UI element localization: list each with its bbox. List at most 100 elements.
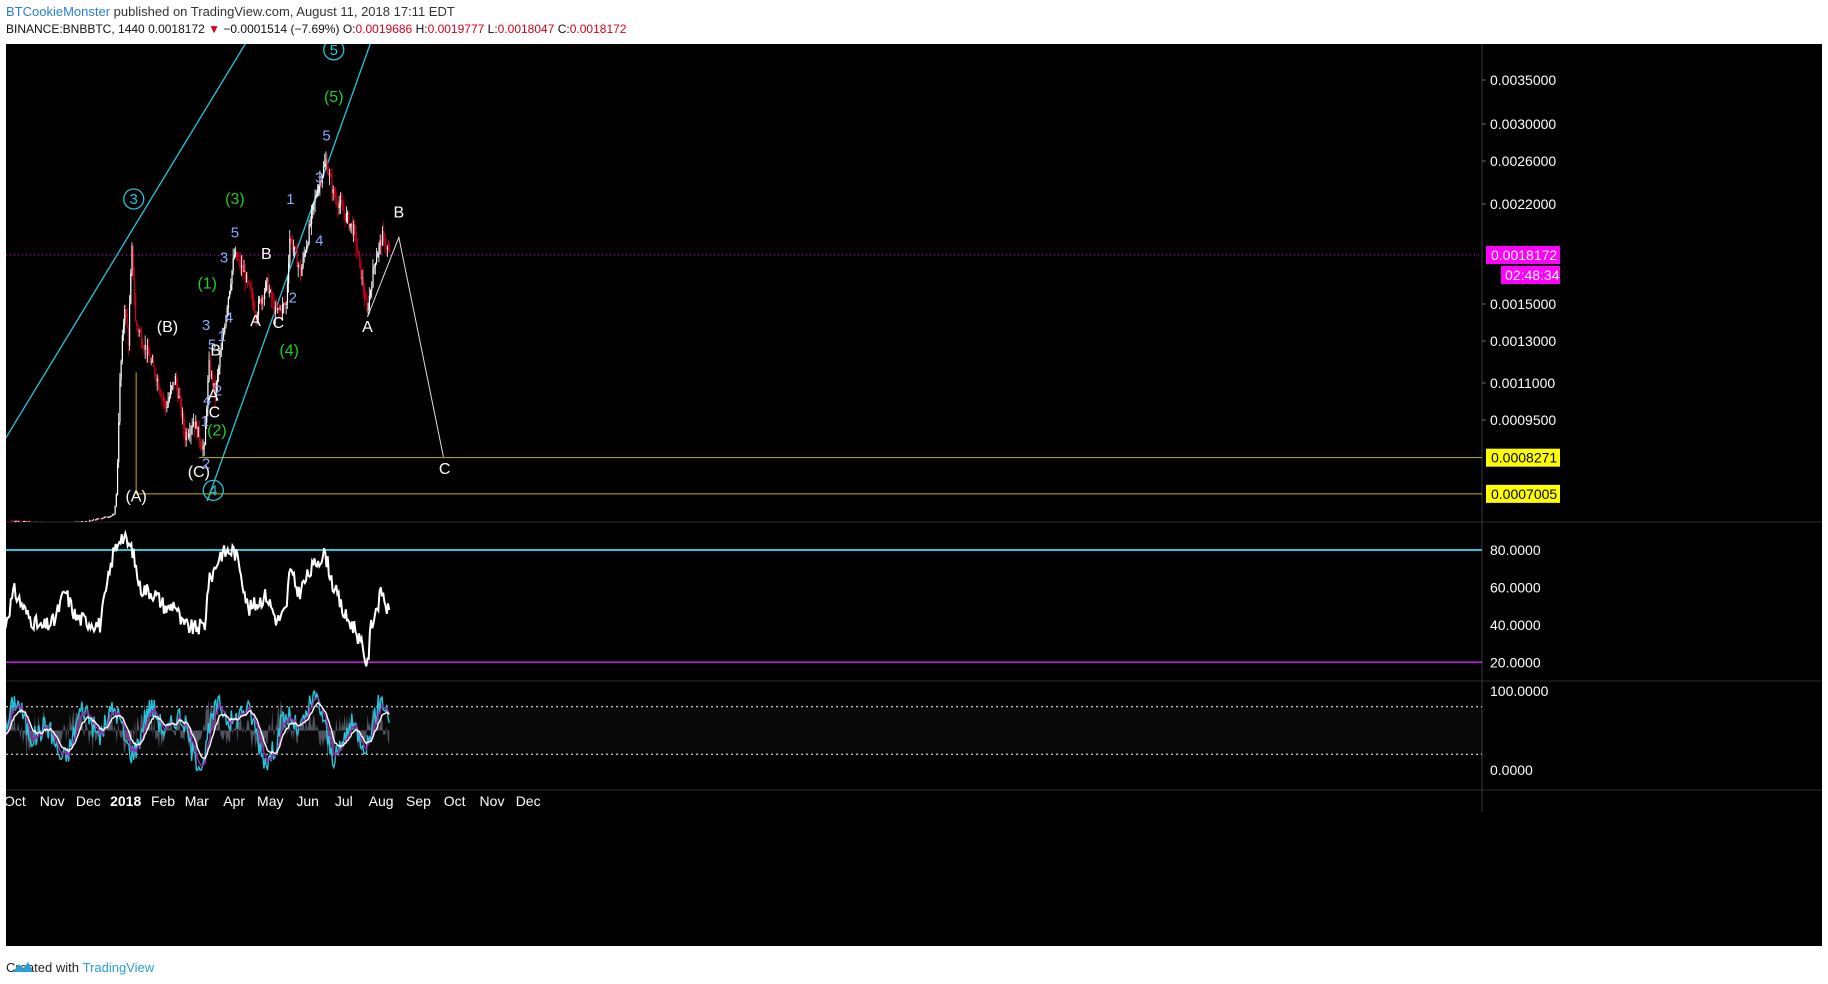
candle-body	[198, 426, 201, 441]
candle-body	[277, 307, 279, 310]
candle-body	[127, 327, 130, 346]
candle-body	[31, 521, 33, 522]
wave-circle	[202, 479, 224, 502]
candle-body	[155, 375, 157, 382]
wave-label: A	[208, 387, 219, 404]
wave-label: 1	[201, 413, 209, 430]
candle-body	[361, 277, 363, 279]
channel-line-2	[206, 44, 371, 502]
candle-body	[282, 304, 284, 314]
candle-body	[373, 265, 375, 268]
candle-body	[257, 300, 260, 315]
time-tick-label: Feb	[151, 793, 175, 809]
candle-body	[138, 330, 140, 332]
chart-area[interactable]: (A) (B) (C) 3 4 5 (1) (2) (3) (4) (5) 1 2 3 4 5 1 2 3 4 5 1 2 3…	[6, 44, 1822, 946]
candle-body	[132, 245, 134, 277]
candle-body	[129, 303, 131, 346]
candle-body	[197, 426, 199, 438]
candle-body	[378, 245, 380, 254]
candle-body	[192, 421, 195, 426]
candle-body	[115, 494, 117, 506]
candle-body	[232, 258, 234, 271]
wave-label: 3	[130, 191, 138, 208]
wave-label: 1	[286, 191, 294, 208]
wave-label: (A)	[125, 489, 146, 506]
candle-body	[307, 243, 309, 246]
candle-body	[124, 309, 126, 325]
candle-body	[172, 382, 174, 387]
candle-body	[254, 309, 256, 314]
candle-body	[203, 445, 205, 447]
candle-body	[274, 307, 277, 314]
down-arrow-icon: ▼	[208, 22, 221, 36]
candle-body	[249, 283, 251, 289]
candle-body	[253, 300, 255, 310]
wave-label: 2	[214, 382, 222, 399]
candle-body	[110, 515, 113, 517]
candle-body	[171, 386, 173, 390]
candle-body	[301, 266, 303, 276]
candle-body	[286, 283, 289, 304]
wave-label: C	[273, 315, 285, 332]
wave-label: B	[261, 246, 272, 263]
candle-body	[154, 367, 156, 376]
candle-body	[196, 421, 198, 438]
candle-body	[302, 256, 304, 267]
candle-body	[80, 521, 83, 522]
candle-body	[338, 203, 340, 208]
candle-body	[24, 521, 26, 522]
candle-body	[225, 316, 227, 328]
candle-body	[150, 361, 152, 363]
author-link[interactable]: BTCookieMonster	[6, 4, 111, 19]
candle-body	[207, 380, 209, 409]
candle-body	[108, 516, 110, 518]
candle-body	[82, 521, 84, 522]
candle-body	[316, 192, 319, 196]
candle-body	[21, 521, 23, 522]
wave-label: 4	[315, 232, 323, 249]
candle-body	[182, 413, 184, 416]
last-price-marker	[1486, 246, 1560, 264]
price-tick-label: 0.0040000	[1490, 44, 1556, 46]
candle-body	[359, 253, 361, 260]
wave-label: 4	[203, 392, 211, 409]
candle-body	[238, 259, 240, 261]
candle-body	[35, 521, 37, 522]
candle-body	[101, 518, 103, 520]
candle-body	[280, 308, 283, 314]
candle-body	[18, 521, 20, 522]
candle-body	[121, 335, 123, 361]
candle-body	[223, 332, 225, 338]
time-tick-label: Sep	[406, 793, 431, 809]
candle-body	[259, 299, 261, 301]
wave-label: 4	[209, 482, 217, 499]
wave-label: A	[250, 313, 261, 330]
candle-body	[160, 391, 162, 397]
last-price-label: 0.0018172	[148, 22, 205, 36]
tradingview-link[interactable]: TradingView	[82, 960, 155, 975]
time-tick-label: Dec	[76, 793, 101, 809]
candle-body	[216, 374, 219, 383]
time-tick-label: Nov	[40, 793, 65, 809]
candle-body	[290, 238, 292, 240]
candle-body	[173, 382, 175, 385]
price-tick-label: 0.0026000	[1490, 153, 1556, 169]
candle-body	[231, 270, 233, 285]
candle-body	[355, 232, 357, 248]
candle-body	[377, 253, 379, 258]
candle-body	[389, 249, 391, 252]
wave-label: (4)	[279, 343, 299, 360]
candle-body	[345, 213, 348, 222]
candle-body	[278, 307, 280, 310]
published-text: published on TradingView.com, August 11,…	[113, 4, 455, 19]
wave-label: 5	[330, 44, 338, 59]
time-tick-label: Oct	[444, 793, 466, 809]
candle-body	[94, 519, 96, 521]
candle-body	[95, 519, 97, 521]
candle-body	[136, 321, 138, 327]
candle-body	[83, 521, 85, 522]
wave-label: 5	[231, 224, 239, 241]
candle-body	[102, 517, 104, 519]
candle-body	[324, 162, 326, 167]
